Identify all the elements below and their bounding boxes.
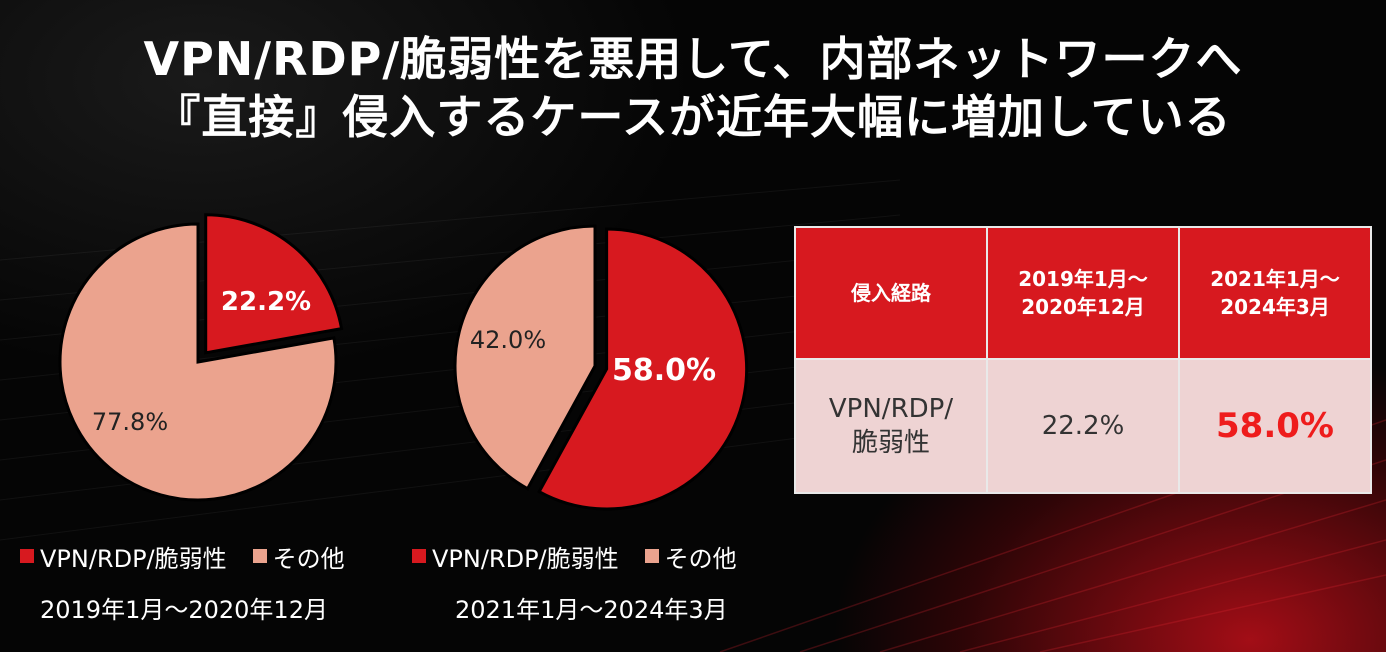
legend-item-vpn: VPN/RDP/脆弱性 xyxy=(412,539,619,574)
legend-swatch-other xyxy=(645,549,659,563)
legend-chart-1: VPN/RDP/脆弱性 その他 xyxy=(20,538,371,574)
table-header-row: 侵入経路 2019年1月～ 2020年12月 2021年1月～ 2024年3月 xyxy=(795,227,1371,359)
table-cell-value-2: 58.0% xyxy=(1179,359,1371,493)
legend-item-vpn: VPN/RDP/脆弱性 xyxy=(20,539,227,574)
legend-swatch-other xyxy=(253,549,267,563)
data-label-other: 77.8% xyxy=(92,408,168,436)
legend-swatch-vpn xyxy=(412,549,426,563)
legend-label-vpn: VPN/RDP/脆弱性 xyxy=(40,539,227,574)
table-header-route: 侵入経路 xyxy=(795,227,987,359)
table-header-period-1-text: 2019年1月～ 2020年12月 xyxy=(1018,267,1148,319)
table-header-period-2-text: 2021年1月～ 2024年3月 xyxy=(1210,267,1340,319)
table-cell-value-1: 22.2% xyxy=(987,359,1179,493)
legend-item-other: その他 xyxy=(645,539,737,574)
table-cell-route-text: VPN/RDP/ 脆弱性 xyxy=(829,394,953,458)
pie-slice-vpn xyxy=(206,215,342,353)
period-label-chart-1: 2019年1月～2020年12月 xyxy=(40,590,328,625)
legend-swatch-vpn xyxy=(20,549,34,563)
data-label-other: 42.0% xyxy=(470,326,546,354)
data-label-vpn: 22.2% xyxy=(221,287,311,317)
table-header-period-2: 2021年1月～ 2024年3月 xyxy=(1179,227,1371,359)
legend-label-other: その他 xyxy=(273,539,345,574)
data-label-vpn: 58.0% xyxy=(612,353,716,388)
legend-label-other: その他 xyxy=(665,539,737,574)
legend-label-vpn: VPN/RDP/脆弱性 xyxy=(432,539,619,574)
legend-item-other: その他 xyxy=(253,539,345,574)
comparison-table: 侵入経路 2019年1月～ 2020年12月 2021年1月～ 2024年3月 … xyxy=(794,226,1372,494)
table-row: VPN/RDP/ 脆弱性 22.2% 58.0% xyxy=(795,359,1371,493)
legend-chart-2: VPN/RDP/脆弱性 その他 xyxy=(412,538,763,574)
period-label-chart-2: 2021年1月～2024年3月 xyxy=(455,590,728,625)
table-cell-route: VPN/RDP/ 脆弱性 xyxy=(795,359,987,493)
table-header-period-1: 2019年1月～ 2020年12月 xyxy=(987,227,1179,359)
